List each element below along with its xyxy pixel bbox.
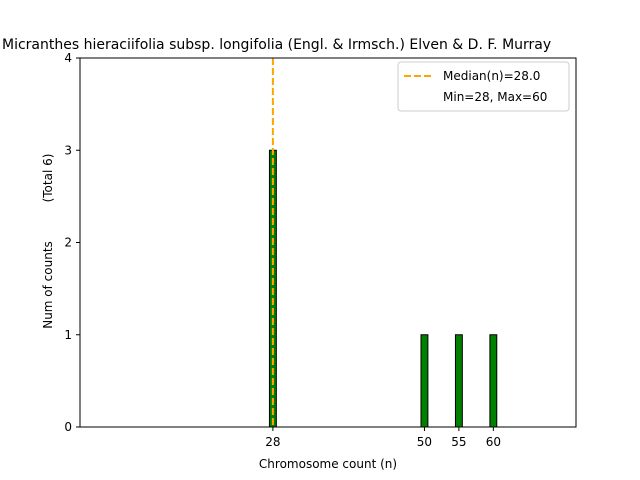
y-tick-label-2: 2 — [64, 236, 72, 250]
y-tick-label-3: 3 — [64, 143, 72, 157]
x-tick-label-50: 50 — [417, 435, 432, 449]
bar-55 — [454, 334, 463, 428]
y-axis-total-note: (Total 6) — [41, 154, 55, 203]
y-axis-ticks: 0 1 2 3 4 — [64, 51, 80, 434]
x-tick-label-28: 28 — [265, 435, 280, 449]
x-tick-label-60: 60 — [486, 435, 501, 449]
bar-50 — [420, 334, 429, 428]
y-tick-label-0: 0 — [64, 420, 72, 434]
legend-entry-min-max: Min=28, Max=60 — [443, 90, 547, 104]
legend-box — [397, 61, 570, 112]
x-axis-ticks: 28 50 55 60 — [265, 427, 501, 449]
x-axis-title: Chromosome count (n) — [259, 457, 397, 471]
legend-entry-median: Median(n)=28.0 — [443, 69, 540, 83]
bar-60 — [489, 334, 498, 428]
chart-title: Micranthes hieraciifolia subsp. longifol… — [2, 37, 551, 53]
legend: Median(n)=28.0 Min=28, Max=60 — [397, 61, 570, 112]
y-tick-label-4: 4 — [64, 51, 72, 65]
x-tick-label-55: 55 — [451, 435, 466, 449]
y-tick-label-1: 1 — [64, 328, 72, 342]
y-axis-title: Num of counts — [41, 241, 55, 329]
